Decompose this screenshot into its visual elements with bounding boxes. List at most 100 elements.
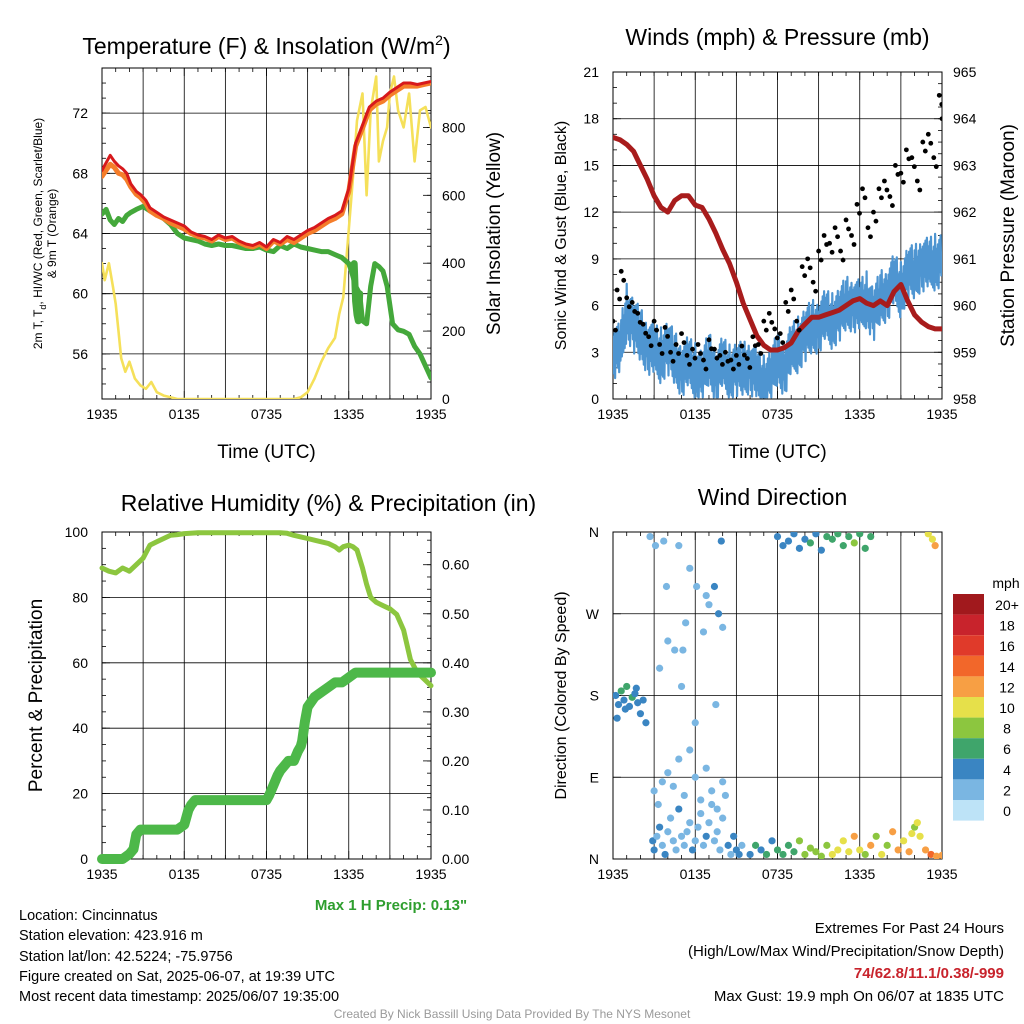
direction-point bbox=[660, 537, 668, 545]
y-tick-label: 40 bbox=[72, 720, 88, 736]
gust-point bbox=[772, 326, 778, 332]
direction-point bbox=[927, 850, 935, 859]
direction-point bbox=[806, 539, 815, 547]
direction-point bbox=[773, 532, 782, 541]
legend-title: mph bbox=[992, 575, 1019, 591]
direction-point bbox=[686, 819, 694, 827]
gust-point bbox=[687, 362, 692, 367]
temperature-y-label-line2: & 9m T (Orange) bbox=[45, 189, 59, 279]
y-tick-label: 21 bbox=[583, 64, 599, 80]
gust-point bbox=[747, 365, 753, 370]
direction-point bbox=[735, 850, 743, 859]
direction-point bbox=[623, 682, 631, 691]
gust-point bbox=[840, 257, 846, 263]
y-right-tick-label: 960 bbox=[953, 298, 977, 314]
location-text: Location: Cincinnatus bbox=[19, 908, 158, 924]
gust-point bbox=[617, 296, 623, 302]
direction-point bbox=[828, 535, 836, 543]
humidity-y-label: Percent & Precipitation bbox=[26, 599, 47, 792]
plot-frame bbox=[612, 71, 943, 400]
y-right-tick-label: 964 bbox=[953, 111, 977, 127]
direction-point bbox=[845, 848, 853, 856]
y-right-tick-label: 962 bbox=[953, 204, 977, 220]
direction-point bbox=[675, 755, 683, 763]
y-label-subscript: d bbox=[38, 305, 48, 310]
y-right-tick-label: 600 bbox=[442, 187, 466, 203]
precipitation-line bbox=[97, 667, 436, 864]
y-right-tick-label: 961 bbox=[953, 251, 977, 267]
direction-title: Wind Direction bbox=[698, 484, 848, 510]
relative-humidity-line bbox=[99, 530, 434, 689]
direction-point bbox=[773, 846, 782, 854]
gust-point bbox=[785, 309, 791, 314]
direction-point bbox=[658, 841, 666, 849]
gust-point bbox=[854, 201, 860, 207]
gust-point bbox=[933, 164, 939, 170]
direction-point bbox=[677, 682, 686, 691]
direction-point bbox=[751, 841, 760, 849]
gust-point bbox=[703, 366, 709, 372]
direction-point bbox=[823, 532, 831, 541]
gust-point bbox=[692, 355, 698, 361]
x-tick-label: 0135 bbox=[680, 866, 711, 882]
direction-point bbox=[702, 832, 710, 840]
direction-point bbox=[719, 778, 727, 786]
direction-point bbox=[790, 532, 798, 538]
humidity-chart: 1935 0135 0735 1335 19350204060801000.000.10… bbox=[26, 490, 536, 914]
gust-point bbox=[730, 366, 736, 372]
direction-point bbox=[738, 841, 746, 849]
gust-point bbox=[774, 335, 780, 341]
direction-point bbox=[702, 764, 710, 772]
gust-point bbox=[900, 179, 906, 185]
direction-point bbox=[878, 850, 886, 859]
gust-point bbox=[624, 295, 630, 301]
gust-point bbox=[857, 210, 862, 216]
winds-chart: 1935 0135 0735 1335 193503691215182195895996… bbox=[553, 24, 1019, 463]
direction-point bbox=[682, 619, 690, 627]
direction-point bbox=[727, 850, 735, 859]
station-pressure-line bbox=[613, 134, 942, 353]
gust-point bbox=[799, 264, 805, 270]
legend-label: 20+ bbox=[995, 597, 1019, 613]
gust-point bbox=[942, 125, 947, 130]
direction-point bbox=[664, 828, 672, 836]
gust-point bbox=[695, 342, 701, 347]
direction-point bbox=[656, 823, 664, 831]
legend-label: 4 bbox=[1003, 762, 1011, 778]
direction-point bbox=[717, 537, 725, 545]
direction-point bbox=[646, 532, 654, 541]
direction-point bbox=[928, 535, 937, 543]
direction-point bbox=[639, 696, 647, 704]
gust-point bbox=[879, 195, 884, 201]
direction-point bbox=[850, 832, 858, 840]
gust-point bbox=[741, 352, 747, 358]
direction-point bbox=[614, 700, 623, 709]
gust-point bbox=[646, 334, 652, 340]
legend-label: 6 bbox=[1003, 741, 1011, 757]
gust-point bbox=[838, 248, 843, 254]
gust-point bbox=[876, 186, 882, 192]
y-right-tick-label: 0.50 bbox=[442, 606, 469, 622]
gust-point bbox=[618, 268, 624, 274]
x-tick-label: 0735 bbox=[762, 866, 793, 882]
x-tick-label: 1335 bbox=[844, 406, 875, 422]
direction-point bbox=[932, 852, 941, 859]
direction-point bbox=[839, 837, 847, 845]
legend-swatch bbox=[953, 635, 984, 656]
gust-point bbox=[684, 353, 690, 358]
direction-point bbox=[632, 684, 640, 692]
gust-point bbox=[681, 340, 687, 345]
legend-swatch bbox=[953, 655, 984, 677]
direction-point bbox=[817, 852, 825, 859]
y-tick-label: 12 bbox=[583, 204, 599, 220]
direction-point bbox=[828, 850, 836, 859]
gust-point bbox=[917, 187, 923, 193]
legend-swatch bbox=[953, 697, 984, 718]
gust-point bbox=[890, 203, 895, 208]
legend-label: 16 bbox=[999, 638, 1015, 654]
legend-label: 18 bbox=[999, 618, 1015, 634]
y-tick-label: 20 bbox=[72, 786, 88, 802]
gust-point bbox=[766, 310, 772, 316]
extremes-info: Extremes For Past 24 Hours (High/Low/Max… bbox=[688, 918, 1004, 1008]
